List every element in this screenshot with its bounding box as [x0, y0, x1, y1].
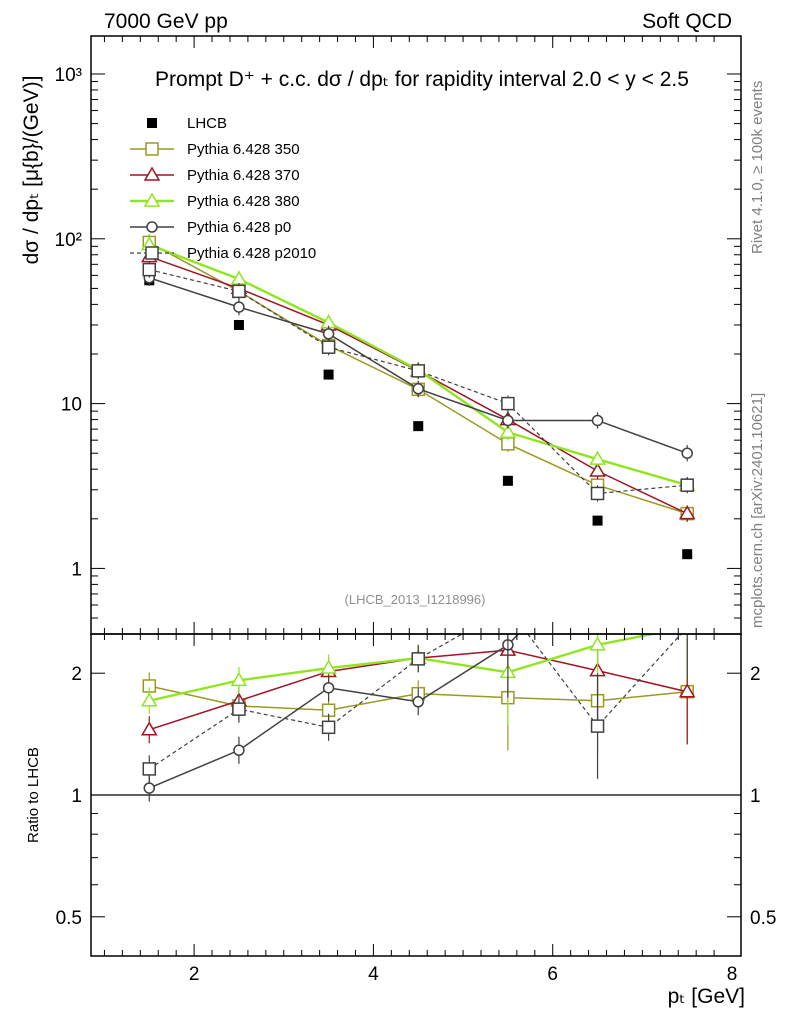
pythia-6-428-p0-point [591, 414, 604, 427]
pythia-6-428-370-point [678, 505, 696, 520]
legend-marker [146, 221, 158, 233]
ratio-plot-area [91, 546, 741, 802]
ratio-y-tick-label-right: 1 [750, 786, 761, 807]
legend-item: Pythia 6.428 p0 [130, 219, 291, 236]
lhcb-point [233, 319, 244, 330]
header-category: Soft QCD [642, 10, 732, 33]
x-tick-label: 6 [547, 964, 558, 985]
pythia-6-428-380-ratio-point [589, 636, 606, 651]
pythia-6-428-380-ratio-point [680, 620, 694, 632]
legend-item: Pythia 6.428 370 [130, 166, 300, 184]
pythia-6-428-p2010-point [321, 340, 336, 354]
legend-label: Pythia 6.428 370 [187, 167, 300, 184]
x-tick-label: 4 [368, 964, 379, 985]
pythia-6-428-380-ratio-point [140, 692, 158, 707]
legend-label: Pythia 6.428 350 [187, 141, 300, 158]
y-tick-label: 10² [55, 230, 82, 251]
ratio-y-tick-label-left: 2 [71, 664, 82, 685]
pythia-6-428-p2010-point [232, 284, 246, 299]
legend-marker [143, 166, 161, 181]
pythia-6-428-p2010-ratio-point [232, 702, 246, 716]
pythia-6-428-p0-point [412, 383, 424, 395]
y-tick-label: 1 [71, 559, 82, 580]
mcplots-label: mcplots.cern.ch [arXiv:2401.10621] [749, 393, 766, 628]
legend-item: Pythia 6.428 380 [130, 192, 300, 210]
lhcb-point [502, 475, 513, 486]
pythia-6-428-370-point [589, 462, 606, 477]
svg-text:dσ / dpₜ [μ{b}/(GeV)]: dσ / dpₜ [μ{b}/(GeV)] [20, 76, 43, 265]
ratio-y-tick-label-right: 0.5 [750, 908, 776, 929]
y-tick-label: 10 [61, 395, 82, 416]
main-ylabel: dσ / dpₜ [μ{b}/(GeV)] [20, 76, 43, 265]
legend-marker [145, 142, 159, 156]
legend-label: Pythia 6.428 380 [187, 193, 300, 210]
legend-label: Pythia 6.428 p0 [187, 219, 291, 236]
pythia-6-428-p0-point [322, 328, 335, 340]
plot-frames: 2 4 6 8 1 10 10² 10³ 0.5 0.5 1 1 2 2 [55, 35, 776, 985]
pythia-6-428-p2010-point [501, 396, 515, 411]
pythia-6-428-p2010-ratio-point [411, 652, 425, 666]
pythia-6-428-p2010-ratio-point [681, 621, 693, 633]
pythia-6-428-p0-point [502, 414, 514, 427]
pythia-6-428-p2010-ratio-point [502, 602, 514, 614]
x-tick-label: 8 [727, 964, 738, 985]
legend-marker [145, 246, 159, 260]
legend-item: LHCB [147, 115, 227, 132]
ratio-y-tick-label-right: 2 [750, 664, 761, 685]
legend-lhcb-marker [147, 118, 157, 128]
ratio-y-tick-label-left: 1 [71, 786, 82, 807]
legend-item: Pythia 6.428 350 [130, 141, 300, 158]
pythia-6-428-380-point [499, 423, 517, 439]
ratio-ylabel: Ratio to LHCB [25, 747, 42, 843]
pythia-6-428-p0-ratio-point [233, 744, 245, 757]
header-energy: 7000 GeV pp [104, 10, 228, 33]
analysis-tag: (LHCB_2013_I1218996) [345, 592, 486, 607]
pythia-6-428-380-ratio-point [230, 671, 248, 687]
svg-text:Rivet 4.1.0, ≥ 100k events: Rivet 4.1.0, ≥ 100k events [749, 81, 766, 254]
legend-label: Pythia 6.428 p2010 [187, 245, 316, 262]
pythia-6-428-p2010-point [680, 478, 694, 492]
lhcb-point [682, 549, 693, 560]
legend-item: Pythia 6.428 p2010 [130, 245, 316, 262]
pythia-6-428-p0-ratio-point [593, 546, 603, 556]
legend: LHCB Pythia 6.428 350 Pythia 6.428 370 Pyth… [130, 115, 316, 262]
lhcb-point [592, 515, 603, 526]
pythia-6-428-370-ratio-point [140, 721, 158, 736]
pythia-6-428-p0-ratio-point [322, 682, 335, 694]
y-tick-label: 10³ [55, 65, 82, 86]
pythia-6-428-p2010-point [590, 486, 605, 501]
pythia-6-428-p2010-ratio-point [590, 719, 605, 733]
pythia-6-428-p2010-point [411, 364, 425, 378]
svg-text:Ratio to LHCB: Ratio to LHCB [25, 747, 42, 843]
main-title: Prompt D⁺ + c.c. dσ / dpₜ for rapidity i… [155, 68, 689, 91]
pythia-6-428-370-ratio-point [678, 683, 696, 698]
pythia-6-428-380-point [589, 450, 606, 465]
x-tick-label: 2 [189, 964, 200, 985]
pythia-6-428-p0-ratio-point [143, 782, 156, 794]
lhcb-point [413, 421, 424, 432]
pythia-6-428-p2010-ratio-point [321, 720, 336, 735]
x-axis-label: pₜ [GeV] [668, 985, 745, 1008]
pythia-6-428-p0-ratio-point [412, 696, 424, 708]
legend-label: LHCB [187, 115, 227, 132]
pythia-6-428-380-ratio-point [320, 659, 337, 674]
pythia-6-428-p0-point [681, 447, 693, 459]
svg-text:mcplots.cern.ch [arXiv:2401.10: mcplots.cern.ch [arXiv:2401.10621] [749, 393, 766, 628]
legend-marker [143, 192, 161, 207]
pythia-6-428-p2010-point [142, 262, 157, 277]
lhcb-point [323, 369, 334, 380]
main-plot-area [140, 234, 696, 560]
pythia-6-428-p0-point [233, 301, 245, 313]
ratio-y-tick-label-left: 0.5 [56, 908, 82, 929]
rivet-label: Rivet 4.1.0, ≥ 100k events [749, 81, 766, 254]
pythia-6-428-p2010-ratio-point [142, 762, 157, 776]
